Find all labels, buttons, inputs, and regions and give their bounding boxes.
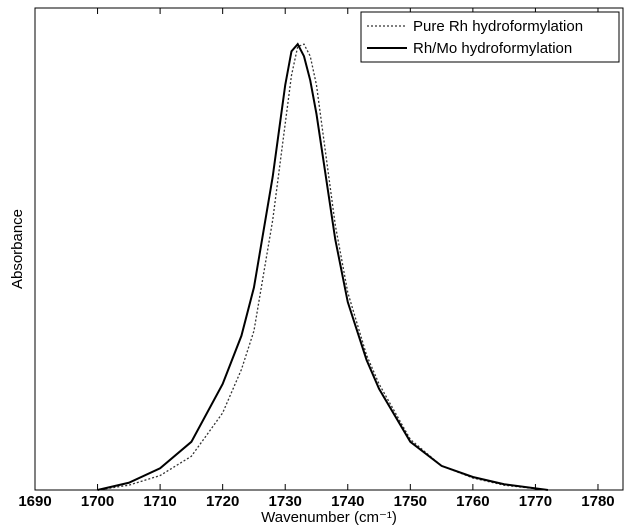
x-tick-label: 1700	[81, 493, 114, 510]
legend-label: Pure Rh hydroformylation	[413, 18, 583, 35]
legend-label: Rh/Mo hydroformylation	[413, 40, 572, 57]
series-line	[97, 43, 549, 491]
x-tick-label: 1690	[18, 493, 51, 510]
plot-frame	[34, 7, 624, 491]
x-tick-label: 1710	[143, 493, 176, 510]
x-tick-label: 1730	[269, 493, 302, 510]
x-axis-label: Wavenumber (cm⁻¹)	[261, 509, 397, 526]
x-tick-label: 1770	[519, 493, 552, 510]
x-tick-label: 1780	[581, 493, 614, 510]
x-tick-label: 1750	[394, 493, 427, 510]
x-tick-label: 1720	[206, 493, 239, 510]
series-line	[97, 42, 549, 491]
x-tick-label: 1740	[331, 493, 364, 510]
y-axis-label: Absorbance	[9, 209, 26, 289]
x-tick-label: 1760	[456, 493, 489, 510]
legend-box	[360, 11, 620, 63]
